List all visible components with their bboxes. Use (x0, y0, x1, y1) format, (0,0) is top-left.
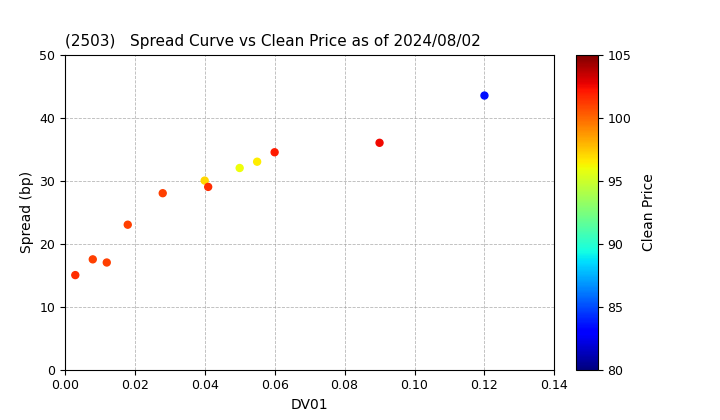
Y-axis label: Spread (bp): Spread (bp) (19, 171, 34, 253)
Point (199, 177, 210, 184)
Point (202, 184, 214, 190)
Point (234, 165, 246, 171)
Point (70, 272, 81, 278)
Point (251, 158, 263, 165)
Point (374, 139, 385, 146)
Text: (2503)   Spread Curve vs Clean Price as of 2024/08/02: (2503) Spread Curve vs Clean Price as of… (65, 34, 480, 49)
Point (269, 149, 280, 155)
X-axis label: DV01: DV01 (291, 398, 328, 412)
Point (101, 259, 112, 266)
Y-axis label: Clean Price: Clean Price (642, 173, 657, 251)
Point (479, 92, 490, 99)
Point (87, 256, 99, 263)
Point (157, 190, 168, 197)
Point (122, 221, 133, 228)
